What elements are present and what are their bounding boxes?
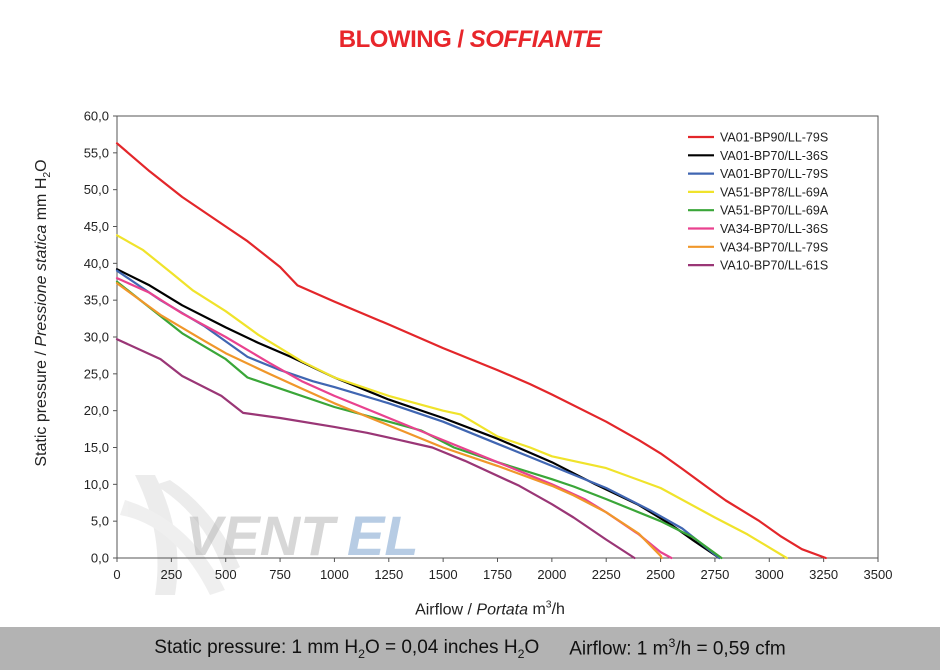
conversion-footer: Static pressure: 1 mm H2O = 0,04 inches … (0, 627, 940, 670)
ventel-watermark-logo: VENT EL (120, 475, 419, 595)
y-axis-label-italic: Pressione statica (32, 224, 50, 347)
legend-entry-label: VA01-BP70/LL-36S (720, 149, 828, 163)
x-tick-label: 500 (215, 567, 237, 582)
y-tick-label: 40,0 (84, 256, 109, 271)
y-tick-label: 60,0 (84, 109, 109, 124)
watermark-text-vent: VENT (185, 504, 339, 567)
x-tick-label: 1750 (483, 567, 512, 582)
y-tick-label: 45,0 (84, 219, 109, 234)
y-tick-label: 30,0 (84, 330, 109, 345)
y-tick-label: 35,0 (84, 293, 109, 308)
x-tick-label: 2500 (646, 567, 675, 582)
series-line-va34-bp70-ll-79s (115, 282, 663, 560)
x-tick-label: 250 (161, 567, 183, 582)
chart-title-main: BLOWING / (338, 26, 464, 53)
series-line-va34-bp70-ll-36s (115, 277, 673, 560)
x-tick-label: 2000 (537, 567, 566, 582)
legend-entry-label: VA01-BP70/LL-79S (720, 167, 828, 181)
legend-entry-label: VA51-BP78/LL-69A (720, 185, 829, 199)
y-tick-label: 5,0 (91, 514, 109, 529)
series-line-va51-bp78-ll-69a (115, 234, 788, 560)
y-tick-label: 10,0 (84, 477, 109, 492)
y-tick-label: 50,0 (84, 182, 109, 197)
x-tick-label: 2750 (700, 567, 729, 582)
legend-box (680, 124, 870, 279)
x-tick-label: 1250 (374, 567, 403, 582)
series-line-va10-bp70-ll-61s (115, 338, 636, 560)
x-tick-label: 3250 (809, 567, 838, 582)
chart-legend: VA01-BP90/LL-79S VA01-BP70/LL-36S VA01-BP7… (680, 124, 870, 279)
x-axis-label-italic: Portata (476, 601, 529, 619)
series-line-va01-bp70-ll-79s (115, 269, 721, 560)
chart-series (115, 142, 827, 560)
legend-entry-label: VA01-BP90/LL-79S (720, 131, 828, 145)
watermark-text-el: EL (347, 504, 419, 567)
y-tick-label: 20,0 (84, 403, 109, 418)
x-tick-label: 2250 (592, 567, 621, 582)
legend-entry-label: VA10-BP70/LL-61S (720, 259, 828, 273)
pressure-conversion-note: Static pressure: 1 mm H2O = 0,04 inches … (154, 636, 540, 661)
x-tick-label: 750 (269, 567, 291, 582)
x-tick-label: 3500 (864, 567, 893, 582)
chart-title-italic: SOFFIANTE (469, 26, 602, 53)
y-axis-unit: mm H2O (32, 159, 54, 221)
legend-entry-label: VA51-BP70/LL-69A (720, 204, 829, 218)
x-tick-label: 1000 (320, 567, 349, 582)
x-tick-label: 0 (113, 567, 120, 582)
y-tick-label: 55,0 (84, 145, 109, 160)
x-tick-label: 3000 (755, 567, 784, 582)
y-tick-label: 0,0 (91, 551, 109, 566)
y-tick-label: 15,0 (84, 440, 109, 455)
chart-axes: 0,0 5,0 10,0 15,0 20,0 25,0 30,0 35,0 40,0 45,0 50… (84, 109, 893, 583)
y-tick-label: 25,0 (84, 366, 109, 381)
airflow-conversion-note: Airflow: 1 m3/h = 0,59 cfm (569, 636, 786, 660)
y-axis-label-main: Static pressure / (32, 351, 50, 467)
series-line-va01-bp90-ll-79s (115, 142, 827, 560)
x-axis-unit: m3/h (532, 600, 565, 619)
x-axis-label-main: Airflow / (415, 601, 472, 619)
legend-entry-label: VA34-BP70/LL-36S (720, 222, 828, 236)
chart-title: BLOWING / SOFFIANTE (0, 26, 940, 54)
legend-entry-label: VA34-BP70/LL-79S (720, 240, 828, 254)
x-axis-label: Airflow / Portata m3/h (0, 600, 940, 619)
series-line-va01-bp70-ll-36s (115, 268, 721, 560)
series-line-va51-bp70-ll-69a (115, 280, 723, 560)
fan-performance-chart: 0,0 5,0 10,0 15,0 20,0 25,0 30,0 35,0 40,0 45,0 50… (84, 109, 893, 583)
x-tick-label: 1500 (429, 567, 458, 582)
